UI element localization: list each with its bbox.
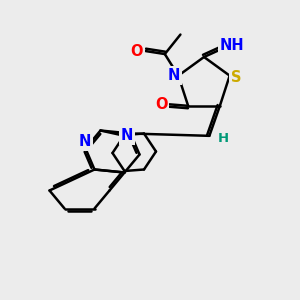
Text: S: S [231,70,242,85]
Text: N: N [79,134,91,148]
Text: H: H [217,132,228,145]
Text: N: N [168,68,180,82]
Text: O: O [130,44,143,59]
Text: NH: NH [220,38,244,53]
Text: O: O [155,97,167,112]
Text: N: N [121,128,133,142]
